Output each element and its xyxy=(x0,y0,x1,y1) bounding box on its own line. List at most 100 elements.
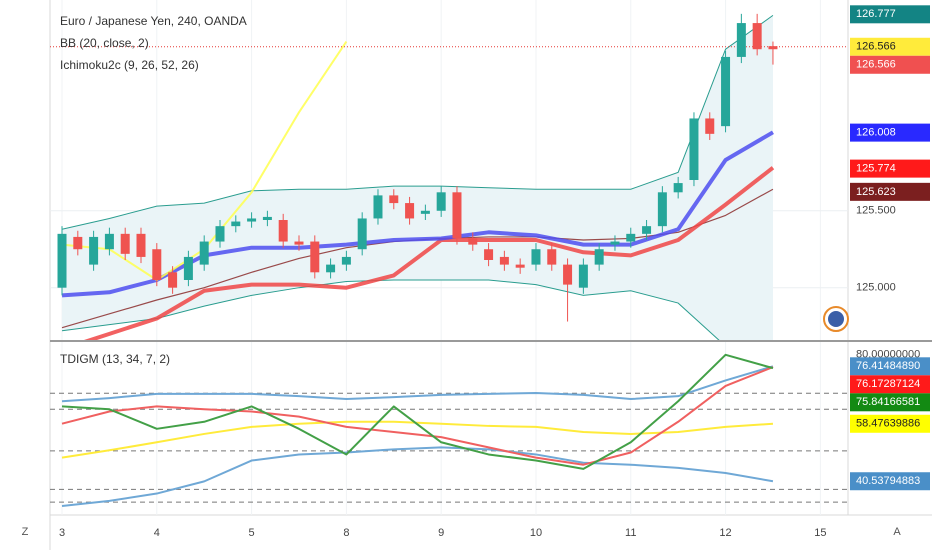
candle-body xyxy=(578,264,588,288)
band-upper xyxy=(61,14,774,230)
candle-body xyxy=(689,118,699,180)
y-tick-label: 125.500 xyxy=(856,205,896,217)
price-label: 126.008 xyxy=(856,127,896,139)
candle-body xyxy=(452,192,462,239)
price-label: 76.17287124 xyxy=(856,378,920,390)
candle-body xyxy=(436,192,446,211)
candle-body xyxy=(262,216,272,220)
candle-body xyxy=(657,192,667,227)
candle-body xyxy=(341,256,351,265)
main-pane xyxy=(50,0,848,340)
candle-body xyxy=(73,236,83,250)
price-label-box xyxy=(850,159,930,178)
y-tick-label: 125.000 xyxy=(856,282,896,294)
candle-body xyxy=(310,241,320,273)
price-label-box xyxy=(850,55,930,74)
band-lower xyxy=(61,279,720,340)
candle-body xyxy=(752,23,762,50)
price-label: 75.84166581 xyxy=(856,396,920,408)
x-tick-label: 8 xyxy=(343,527,349,539)
price-label: 76.41484890 xyxy=(856,360,920,372)
candle-body xyxy=(215,226,225,242)
indicator-line xyxy=(61,420,774,459)
candle-body xyxy=(515,264,525,268)
indicator-line xyxy=(61,365,774,403)
candle-body xyxy=(89,236,99,265)
indicator-line xyxy=(61,130,774,298)
candle-body xyxy=(531,249,541,265)
price-label: 125.623 xyxy=(856,186,896,198)
candle-body xyxy=(721,56,731,127)
candle-body xyxy=(768,46,778,50)
indicator-line xyxy=(83,166,775,340)
x-tick-label: 4 xyxy=(154,527,160,539)
candle-body xyxy=(136,233,146,257)
candle-body xyxy=(326,264,336,273)
candle-body xyxy=(673,183,683,193)
candle-body xyxy=(468,238,478,245)
x-tick-label: 15 xyxy=(814,527,826,539)
candle-body xyxy=(199,241,209,265)
candle-body xyxy=(484,249,494,260)
price-label-box xyxy=(850,37,930,56)
price-label-box xyxy=(850,357,930,376)
indicator-title: TDIGM (13, 34, 7, 2) xyxy=(60,352,170,366)
candle-body xyxy=(547,249,557,265)
candle-body xyxy=(594,249,604,265)
legend-entry: BB (20, close, 2) xyxy=(60,36,149,50)
candle-body xyxy=(610,241,620,245)
indicator-line xyxy=(61,353,774,470)
price-label-box xyxy=(850,393,930,412)
candle-body xyxy=(294,241,304,245)
candle-body xyxy=(642,226,652,234)
candle-body xyxy=(705,118,715,134)
x-tick-label: 11 xyxy=(625,527,636,539)
candle-body xyxy=(405,203,415,219)
legend-entry: Ichimoku2c (9, 26, 52, 26) xyxy=(60,58,199,72)
price-label: 40.53794883 xyxy=(856,475,920,487)
auto-scale-icon[interactable]: A xyxy=(893,526,901,538)
x-tick-label: 9 xyxy=(438,527,444,539)
candle-body xyxy=(373,195,383,219)
price-label: 125.774 xyxy=(856,163,896,175)
candle-body xyxy=(499,256,509,265)
indicator-pane xyxy=(50,342,848,515)
price-label-box xyxy=(850,414,930,433)
candle-body xyxy=(626,233,636,242)
x-tick-label: 5 xyxy=(249,527,255,539)
x-tick-label: 3 xyxy=(59,527,65,539)
candle-body xyxy=(57,233,67,288)
x-tick-label: 12 xyxy=(719,527,731,539)
price-label-box xyxy=(850,5,930,24)
candle-body xyxy=(168,272,178,288)
price-label: 126.777 xyxy=(856,8,896,20)
candle-body xyxy=(247,218,257,222)
price-label-box xyxy=(850,123,930,142)
price-label: 126.566 xyxy=(856,41,896,53)
logo-icon-inner xyxy=(828,311,844,327)
candle-body xyxy=(231,221,241,227)
price-label: 126.566 xyxy=(856,59,896,71)
candle-body xyxy=(563,264,573,285)
overlay: 3 4 5 8 9 10 11 12 15125.000125.50080.00000000Eu… xyxy=(59,5,930,539)
candle-body xyxy=(389,195,399,204)
candle-body xyxy=(357,218,367,250)
candle-body xyxy=(152,249,162,280)
price-label-box xyxy=(850,375,930,394)
zoom-icon[interactable]: Z xyxy=(22,526,29,538)
candle-body xyxy=(104,233,114,250)
candle-body xyxy=(278,220,288,242)
candle-body xyxy=(120,233,130,254)
indicator-line xyxy=(61,446,774,508)
candle-body xyxy=(183,256,193,280)
x-tick-label: 10 xyxy=(530,527,542,539)
price-label-box xyxy=(850,472,930,491)
candle-body xyxy=(420,210,430,214)
price-label: 58.47639886 xyxy=(856,418,920,430)
indicator-line xyxy=(61,366,774,466)
candle-body xyxy=(736,23,746,57)
price-label-box xyxy=(850,182,930,201)
chart-title: Euro / Japanese Yen, 240, OANDA xyxy=(60,14,247,28)
